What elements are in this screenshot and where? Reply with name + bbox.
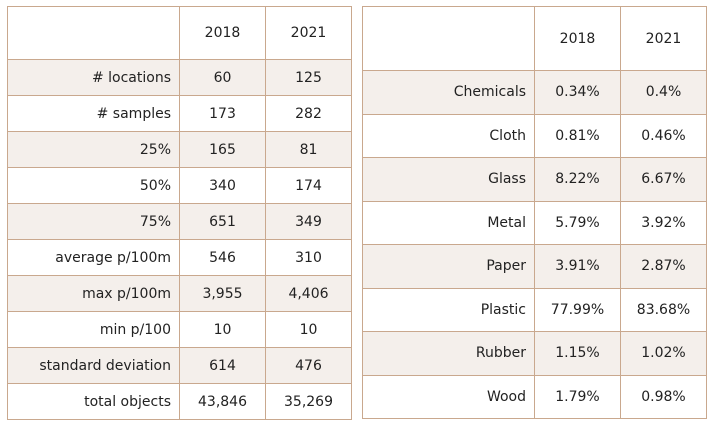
value-2018: 3,955 [179,275,266,312]
value-2021: 0.4% [620,70,707,115]
column-header-2021: 2021 [620,6,707,71]
table-row: 50% 340 174 [7,167,352,204]
value-2018: 10 [179,311,266,348]
value-2021: 2.87% [620,244,707,289]
value-2021: 282 [265,95,352,132]
value-2018: 8.22% [534,157,621,202]
table-row: Glass 8.22% 6.67% [362,157,707,202]
value-2021: 174 [265,167,352,204]
value-2021: 310 [265,239,352,276]
column-header-empty [7,6,180,60]
table-header-row: 2018 2021 [362,6,707,71]
value-2021: 0.46% [620,113,707,158]
value-2021: 35,269 [265,383,352,420]
value-2021: 3.92% [620,200,707,245]
value-2018: 5.79% [534,200,621,245]
value-2018: 1.15% [534,331,621,376]
value-2018: 651 [179,203,266,240]
row-label: # samples [7,95,180,132]
table-row: Plastic 77.99% 83.68% [362,287,707,332]
value-2018: 165 [179,131,266,168]
table-row: 75% 651 349 [7,203,352,240]
column-header-2018: 2018 [534,6,621,71]
value-2018: 614 [179,347,266,384]
row-label: # locations [7,59,180,96]
value-2021: 81 [265,131,352,168]
column-header-empty [362,6,535,71]
value-2018: 3.91% [534,244,621,289]
value-2018: 0.81% [534,113,621,158]
value-2018: 1.79% [534,374,621,419]
row-label: min p/100 [7,311,180,348]
row-label: Paper [362,244,535,289]
row-label: Metal [362,200,535,245]
value-2021: 0.98% [620,374,707,419]
value-2018: 60 [179,59,266,96]
row-label: Cloth [362,113,535,158]
material-share-table: 2018 2021 Chemicals 0.34% 0.4% Cloth 0.81% 0.… [362,6,707,419]
value-2018: 43,846 [179,383,266,420]
table-row: 25% 165 81 [7,131,352,168]
row-label: standard deviation [7,347,180,384]
row-label: Chemicals [362,70,535,115]
table-row: total objects 43,846 35,269 [7,383,352,420]
value-2021: 1.02% [620,331,707,376]
value-2021: 6.67% [620,157,707,202]
table-row: Rubber 1.15% 1.02% [362,331,707,376]
value-2018: 77.99% [534,287,621,332]
table-header-row: 2018 2021 [7,6,352,60]
value-2021: 83.68% [620,287,707,332]
value-2018: 173 [179,95,266,132]
value-2021: 4,406 [265,275,352,312]
value-2021: 125 [265,59,352,96]
summary-statistics-table: 2018 2021 # locations 60 125 # samples 173 28… [7,6,352,420]
table-row: average p/100m 546 310 [7,239,352,276]
column-header-2018: 2018 [179,6,266,60]
table-row: Paper 3.91% 2.87% [362,244,707,289]
table-row: Metal 5.79% 3.92% [362,200,707,245]
row-label: average p/100m [7,239,180,276]
column-header-2021: 2021 [265,6,352,60]
row-label: Glass [362,157,535,202]
table-row: Wood 1.79% 0.98% [362,374,707,419]
row-label: Plastic [362,287,535,332]
table-row: standard deviation 614 476 [7,347,352,384]
row-label: total objects [7,383,180,420]
value-2018: 546 [179,239,266,276]
row-label: max p/100m [7,275,180,312]
value-2021: 349 [265,203,352,240]
table-row: min p/100 10 10 [7,311,352,348]
table-row: Cloth 0.81% 0.46% [362,113,707,158]
table-row: max p/100m 3,955 4,406 [7,275,352,312]
value-2021: 476 [265,347,352,384]
table-row: # locations 60 125 [7,59,352,96]
value-2018: 0.34% [534,70,621,115]
row-label: Wood [362,374,535,419]
value-2018: 340 [179,167,266,204]
value-2021: 10 [265,311,352,348]
row-label: Rubber [362,331,535,376]
row-label: 25% [7,131,180,168]
table-row: Chemicals 0.34% 0.4% [362,70,707,115]
table-row: # samples 173 282 [7,95,352,132]
row-label: 50% [7,167,180,204]
row-label: 75% [7,203,180,240]
